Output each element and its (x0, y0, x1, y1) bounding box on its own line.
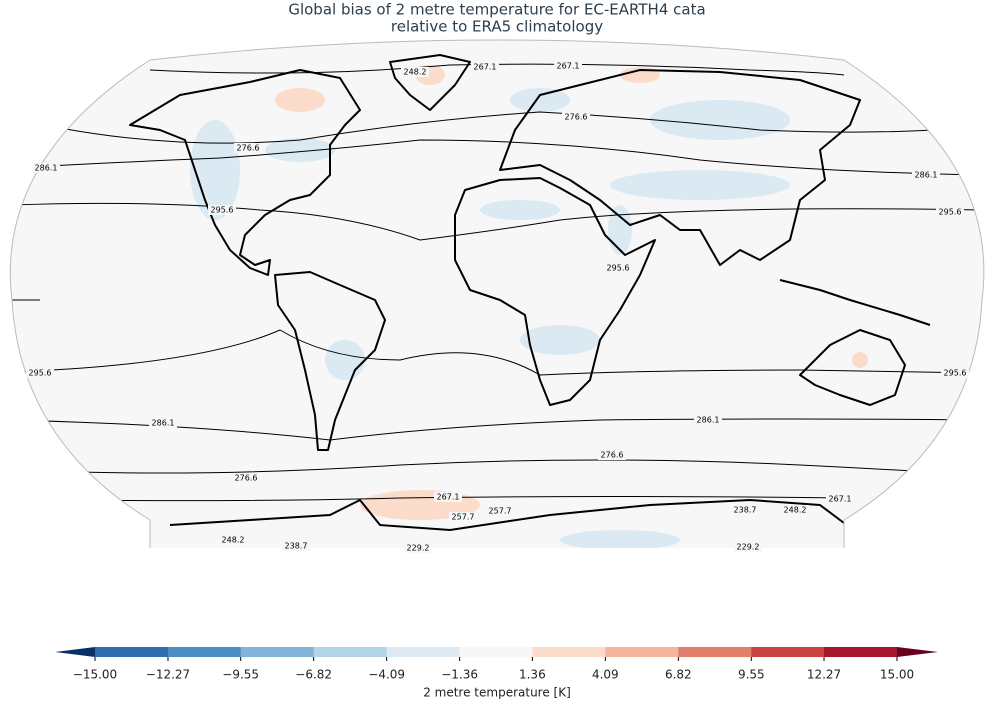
contour-label-bg (781, 505, 809, 515)
contour-label-bg (604, 263, 632, 273)
colorbar-tick-label: −1.36 (441, 668, 478, 682)
colorbar-tick-label: 12.27 (807, 668, 841, 682)
contour-label-bg (26, 368, 54, 378)
contour-label-bg (434, 492, 462, 502)
contour-label: 248.2 (404, 68, 427, 77)
contour-label-bg (936, 207, 964, 217)
contour-label: 295.6 (944, 369, 967, 378)
contour-label-bg (208, 205, 236, 215)
colorbar-segment (532, 647, 606, 657)
contour-label: 276.6 (601, 451, 624, 460)
contour-label-bg (694, 415, 722, 425)
colorbar-segment (678, 647, 752, 657)
contour-label-bg (449, 512, 477, 522)
contour-label: 238.7 (285, 542, 308, 551)
colorbar-segment (313, 647, 388, 657)
colorbar-label: 2 metre temperature [K] (423, 686, 571, 700)
colorbar-tick-label: −4.09 (368, 668, 405, 682)
ocean (10, 40, 984, 548)
contour-label: 229.2 (407, 544, 430, 553)
contour-label-bg (149, 418, 177, 428)
contour-label: 248.2 (222, 536, 245, 545)
contour-label-bg (562, 112, 590, 122)
colorbar-segment (240, 647, 315, 657)
colorbar-segment (605, 647, 679, 657)
contour-label: 286.1 (152, 419, 175, 428)
contour-label: 257.7 (452, 513, 475, 522)
colorbar-tick-label: −9.55 (222, 668, 259, 682)
contour-label-bg (598, 450, 626, 460)
contour-label: 257.7 (489, 507, 512, 516)
colorbar-tick-label: 9.55 (738, 668, 765, 682)
contour-label: 229.2 (737, 543, 760, 552)
contour-label-bg (282, 541, 310, 551)
contour-label: 276.6 (565, 113, 588, 122)
colorbar-segment (751, 647, 825, 657)
colorbar-tick-label: 4.09 (592, 668, 619, 682)
contour-labels: 267.1 267.1 267.1 267.1 276.6 276.6 276.6 276.6… (26, 61, 969, 553)
contour-label-bg (471, 62, 499, 72)
map-border (9, 39, 985, 548)
contour-label: 286.1 (915, 171, 938, 180)
contour-label-bg (554, 61, 582, 71)
colorbar-segment (95, 647, 169, 657)
contour-label-bg (486, 506, 514, 516)
contour-label: 267.1 (829, 495, 852, 504)
contour-label: 267.1 (474, 63, 497, 72)
title-line: relative to ERA5 climatology (391, 18, 603, 36)
colorbar: −15.00 −12.27 −9.55 −6.82 −4.09 −1.36 1.36 4.09… (55, 647, 938, 682)
contour-label-bg (401, 67, 429, 77)
colorbar-tick-label: −6.82 (295, 668, 332, 682)
colorbar-segment (459, 647, 533, 657)
contour-label: 276.6 (237, 144, 260, 153)
contour-label: 238.7 (734, 506, 757, 515)
title-line: Global bias of 2 metre temperature for E… (288, 1, 705, 19)
contour-label: 295.6 (29, 369, 52, 378)
contour-label-bg (219, 535, 247, 545)
contour-label: 248.2 (784, 506, 807, 515)
contour-label: 286.1 (35, 164, 58, 173)
contour-label: 295.6 (211, 206, 234, 215)
contour-label-bg (234, 143, 262, 153)
colorbar-tick-label: −15.00 (73, 668, 117, 682)
contour-label-bg (404, 543, 432, 553)
colorbar-tick-label: 6.82 (665, 668, 692, 682)
contour-label-bg (826, 494, 854, 504)
contour-label-bg (734, 542, 762, 552)
coastlines (129, 54, 931, 536)
contour-label-bg (32, 163, 60, 173)
contour-label: 267.1 (557, 62, 580, 71)
colorbar-tick-label: −12.27 (146, 668, 190, 682)
colorbar-tick-label: 15.00 (880, 668, 914, 682)
contour-label: 286.1 (697, 416, 720, 425)
contour-label-bg (232, 473, 260, 483)
colorbar-tick-label: 1.36 (519, 668, 546, 682)
colorbar-extend-low (55, 647, 95, 657)
contour-label-bg (731, 505, 759, 515)
contours (11, 63, 983, 502)
contour-label-bg (912, 170, 940, 180)
colorbar-segment (167, 647, 242, 657)
colorbar-segment (386, 647, 461, 657)
colorbar-extend-high (897, 647, 938, 657)
contour-label: 295.6 (607, 264, 630, 273)
contour-label: 267.1 (437, 493, 460, 502)
colorbar-segment (824, 647, 898, 657)
contour-label: 295.6 (939, 208, 962, 217)
contour-label: 276.6 (235, 474, 258, 483)
map-area (10, 40, 984, 548)
contour-label-bg (941, 368, 969, 378)
